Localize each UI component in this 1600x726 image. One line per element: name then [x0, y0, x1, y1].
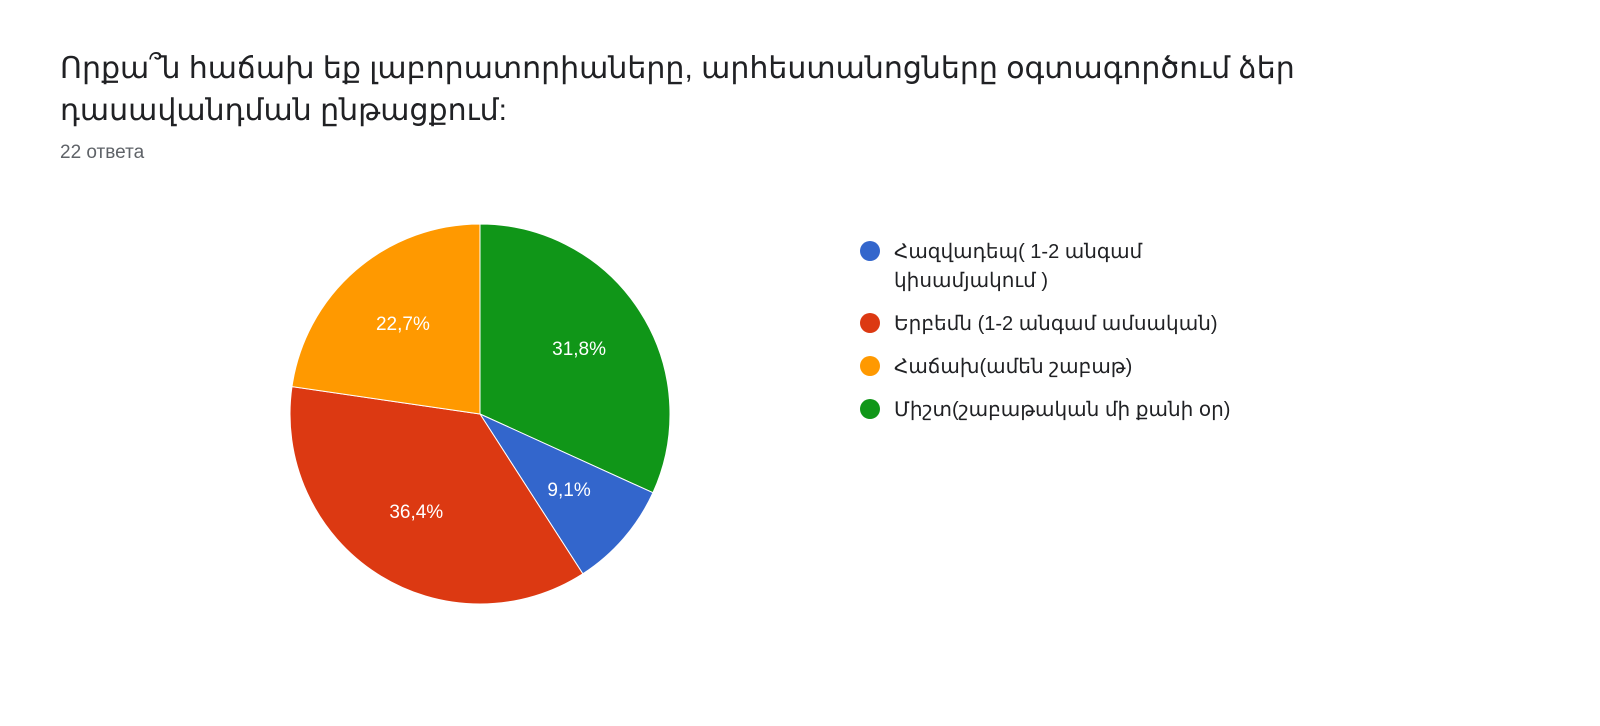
slice-label: 22,7% — [376, 314, 430, 336]
slice-label: 36,4% — [389, 502, 443, 524]
legend-label: Երբեմն (1-2 անգամ ամսական) — [894, 310, 1218, 339]
legend-item[interactable]: Հազվադեպ( 1-2 անգամ կիսամյակում ) — [860, 238, 1254, 296]
legend-color-dot — [860, 241, 880, 261]
slice-label: 9,1% — [547, 480, 590, 502]
legend-label: Հազվադեպ( 1-2 անգամ կիսամյակում ) — [894, 238, 1254, 296]
pie-chart: 31,8% 9,1% 36,4% 22,7% — [280, 214, 680, 614]
legend-item[interactable]: Միշտ(շաբաթական մի քանի օր) — [860, 396, 1254, 425]
legend-item[interactable]: Հաճախ(ամեն շաբաթ) — [860, 353, 1254, 382]
response-count: 22 ответа — [60, 142, 1540, 164]
chart-title: Որքա՞ն հաճախ եք լաբորատորիաները, արհեստա… — [60, 48, 1540, 132]
legend-color-dot — [860, 313, 880, 333]
legend-color-dot — [860, 399, 880, 419]
legend-label: Հաճախ(ամեն շաբաթ) — [894, 353, 1132, 382]
legend: Հազվադեպ( 1-2 անգամ կիսամյակում ) Երբեմն … — [860, 214, 1254, 425]
legend-label: Միշտ(շաբաթական մի քանի օր) — [894, 396, 1230, 425]
slice-label: 31,8% — [552, 339, 606, 361]
chart-area: 31,8% 9,1% 36,4% 22,7% Հազվադեպ( 1-2 անգամ … — [60, 204, 1540, 614]
legend-color-dot — [860, 356, 880, 376]
legend-item[interactable]: Երբեմն (1-2 անգամ ամսական) — [860, 310, 1254, 339]
